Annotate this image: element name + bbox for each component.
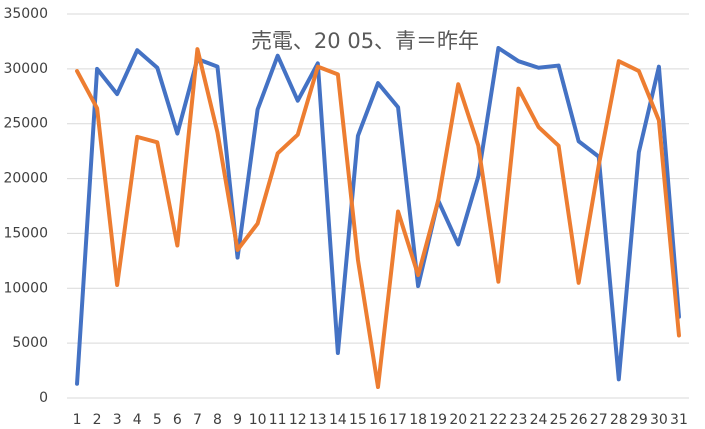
y-tick-label: 20000: [3, 171, 48, 187]
y-tick-label: 25000: [3, 116, 48, 132]
x-tick-label: 5: [153, 412, 162, 428]
x-tick-label: 28: [610, 412, 628, 428]
y-tick-label: 30000: [3, 61, 48, 77]
x-tick-label: 11: [269, 412, 287, 428]
x-tick-label: 29: [630, 412, 648, 428]
y-tick-label: 15000: [3, 225, 48, 241]
x-tick-label: 4: [133, 412, 142, 428]
series-line: [75, 47, 681, 390]
x-tick-label: 26: [570, 412, 588, 428]
x-tick-label: 27: [590, 412, 608, 428]
x-tick-label: 23: [510, 412, 528, 428]
x-tick-label: 10: [249, 412, 267, 428]
x-tick-label: 31: [670, 412, 688, 428]
x-tick-label: 17: [389, 412, 407, 428]
series-line: [75, 46, 681, 386]
x-tick-label: 19: [429, 412, 447, 428]
x-tick-label: 1: [73, 412, 82, 428]
x-tick-label: 20: [449, 412, 467, 428]
x-tick-label: 25: [550, 412, 568, 428]
x-tick-label: 21: [469, 412, 487, 428]
x-tick-label: 9: [233, 412, 242, 428]
y-tick-label: 5000: [12, 335, 48, 351]
x-tick-label: 6: [173, 412, 182, 428]
x-tick-label: 12: [289, 412, 307, 428]
y-tick-label: 35000: [3, 6, 48, 22]
x-tick-label: 2: [93, 412, 102, 428]
y-tick-label: 10000: [3, 280, 48, 296]
x-tick-label: 13: [309, 412, 327, 428]
x-tick-label: 22: [489, 412, 507, 428]
x-tick-label: 3: [113, 412, 122, 428]
x-tick-label: 30: [650, 412, 668, 428]
x-tick-label: 8: [213, 412, 222, 428]
x-tick-label: 15: [349, 412, 367, 428]
x-tick-label: 16: [369, 412, 387, 428]
x-tick-label: 18: [409, 412, 427, 428]
y-tick-label: 0: [39, 390, 48, 406]
x-tick-label: 7: [193, 412, 202, 428]
chart-title: 売電、20 05、青＝昨年: [251, 29, 479, 53]
x-tick-label: 24: [530, 412, 548, 428]
x-tick-label: 14: [329, 412, 347, 428]
